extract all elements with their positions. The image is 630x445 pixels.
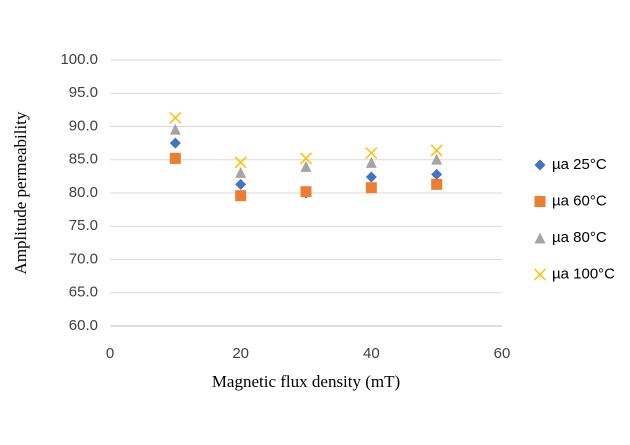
data-point — [235, 166, 247, 178]
legend-marker — [534, 196, 546, 207]
y-tick-label: 95.0 — [69, 84, 98, 101]
data-point — [169, 111, 182, 124]
data-point — [299, 152, 313, 165]
y-tick-label: 65.0 — [69, 284, 98, 301]
x-tick-label: 60 — [494, 345, 511, 362]
y-tick-label: 75.0 — [69, 217, 98, 234]
legend-marker — [534, 159, 546, 171]
data-point — [365, 182, 377, 194]
data-point — [169, 137, 181, 149]
data-point — [431, 168, 443, 180]
x-tick-label: 40 — [363, 345, 380, 362]
y-tick-label: 60.0 — [69, 317, 98, 334]
data-point — [365, 171, 377, 183]
data-point — [169, 152, 181, 164]
data-point — [431, 178, 443, 190]
y-tick-label: 80.0 — [69, 184, 98, 201]
data-point — [169, 123, 181, 135]
x-tick-label: 0 — [106, 345, 114, 362]
data-point — [430, 144, 443, 157]
y-tick-label: 100.0 — [60, 51, 98, 68]
x-tick-label: 20 — [232, 345, 249, 362]
data-point — [431, 153, 443, 165]
legend-label: µa 60°C — [552, 192, 607, 209]
data-point — [234, 156, 247, 169]
data-point — [300, 186, 312, 198]
legend-label: µa 80°C — [552, 229, 607, 246]
data-point — [300, 160, 312, 172]
y-tick-label: 70.0 — [69, 250, 98, 267]
legend-label: µa 100°C — [552, 265, 615, 282]
data-point — [365, 156, 377, 168]
data-point — [235, 178, 247, 190]
y-tick-label: 85.0 — [69, 151, 98, 168]
data-point — [235, 190, 247, 202]
x-axis-title: Magnetic flux density (mT) — [212, 372, 400, 391]
y-axis-title: Amplitude permeability — [11, 111, 30, 274]
legend-marker — [533, 268, 547, 281]
legend-marker — [534, 232, 546, 244]
legend-label: µa 25°C — [552, 156, 607, 173]
data-point — [365, 147, 378, 160]
y-tick-label: 90.0 — [69, 117, 98, 134]
